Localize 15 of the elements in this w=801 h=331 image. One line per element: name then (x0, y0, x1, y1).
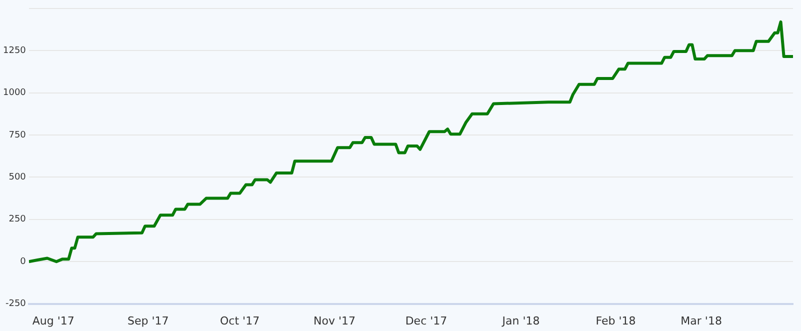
x-tick-label: Dec '17 (405, 314, 448, 328)
y-tick-label: 250 (8, 214, 26, 225)
x-tick-label: Mar '18 (680, 314, 722, 328)
x-tick-label: Oct '17 (220, 314, 260, 328)
y-tick-label: 500 (8, 172, 26, 183)
x-tick-label: Aug '17 (32, 314, 74, 328)
y-tick-label: 1000 (3, 88, 26, 98)
y-tick-label: 1250 (3, 46, 26, 56)
x-tick-label: Nov '17 (314, 314, 356, 328)
y-tick-label: 750 (8, 130, 26, 140)
x-tick-label: Feb '18 (596, 314, 636, 328)
y-tick-label: 0 (20, 256, 26, 267)
x-tick-label: Sep '17 (127, 314, 169, 328)
y-tick-label: -250 (5, 299, 26, 310)
x-tick-label: Jan '18 (501, 314, 540, 328)
